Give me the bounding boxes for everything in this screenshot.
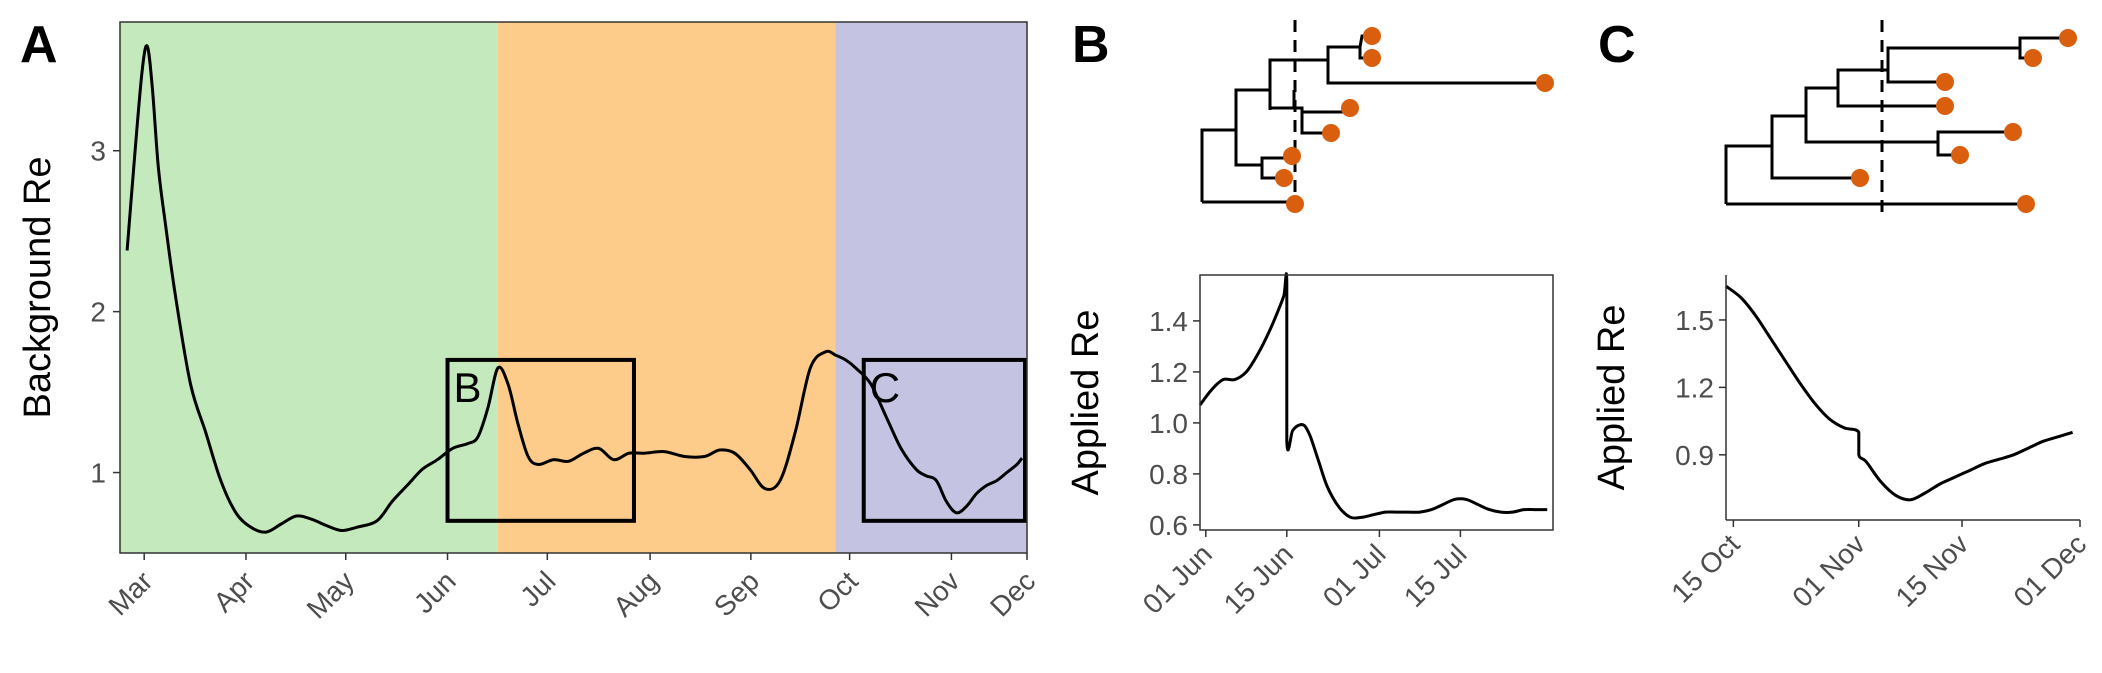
x-tick-label: 15 Nov xyxy=(1890,528,1975,613)
period-band-2 xyxy=(497,22,836,553)
panel-a-chart: B C 1 2 3 Mar Apr May Jun Jul Aug Sep Oct Nov Dec Ba… xyxy=(17,21,1041,625)
tree-branch xyxy=(1836,88,1945,108)
y-tick-label: 0.6 xyxy=(1149,510,1188,541)
panel-tag-a: A xyxy=(20,16,58,74)
x-tick-label: Apr xyxy=(207,565,260,618)
x-tick-label: Oct xyxy=(811,565,864,618)
x-tick-label: Jun xyxy=(408,565,462,619)
tree-tip xyxy=(1363,27,1381,45)
tree-tip xyxy=(2004,123,2022,141)
tree-tip xyxy=(2059,29,2077,47)
panel-a-frame xyxy=(119,21,1028,554)
applied-re-line-c xyxy=(1725,284,2074,502)
period-band-1 xyxy=(120,22,498,553)
y-tick-label: 1.4 xyxy=(1149,306,1188,337)
x-tick-label: 15 Jul xyxy=(1398,538,1473,613)
tree-tip xyxy=(1851,169,1869,187)
tree-tip xyxy=(1341,99,1359,117)
applied-re-line-b xyxy=(1198,272,1548,520)
y-tick-label: 0.8 xyxy=(1149,459,1188,490)
tree-tip xyxy=(1283,147,1301,165)
panel-a-y-axis-title: Background Re xyxy=(17,157,59,419)
tree-tip xyxy=(1286,195,1304,213)
panel-tag-b: B xyxy=(1072,16,1110,74)
x-tick-label: 01 Dec xyxy=(2008,528,2093,613)
x-tick-label: 01 Jul xyxy=(1317,538,1392,613)
tree-tip xyxy=(1936,73,1954,91)
x-tick-label: 01 Nov xyxy=(1786,528,1871,613)
panel-c-tree xyxy=(1724,20,2077,218)
tree-branch xyxy=(1300,112,1331,135)
panel-b-chart: 0.6 0.8 1.0 1.2 1.4 01 Jun 15 Jun 01 Jul 15 Jul… xyxy=(1065,272,1554,620)
tree-branch xyxy=(1770,146,1860,180)
tree-tip xyxy=(2017,195,2035,213)
y-tick-label: 1.0 xyxy=(1149,408,1188,439)
y-tick-label: 1 xyxy=(90,458,106,489)
x-tick-label: Aug xyxy=(607,565,664,622)
x-tick-label: Sep xyxy=(708,565,765,622)
x-tick-label: Nov xyxy=(909,565,966,622)
inset-box-label-b: B xyxy=(454,364,482,411)
tree-tip xyxy=(1536,74,1554,92)
y-tick-label: 1.2 xyxy=(1675,372,1714,403)
tree-tip xyxy=(1322,124,1340,142)
tree-tip xyxy=(1936,97,1954,115)
x-tick-label: Mar xyxy=(102,565,158,621)
panel-c-y-axis-title: Applied Re xyxy=(1591,305,1633,491)
tree-tip xyxy=(1363,49,1381,67)
inset-box-c xyxy=(861,357,1027,523)
tree-tip xyxy=(1275,169,1293,187)
tree-tip xyxy=(2024,49,2042,67)
panel-b-frame xyxy=(1199,274,1554,531)
panel-c-chart: 0.9 1.2 1.5 15 Oct 01 Nov 15 Nov 01 Dec Appli… xyxy=(1591,275,2092,613)
y-tick-label: 1.5 xyxy=(1675,305,1714,336)
y-tick-label: 0.9 xyxy=(1675,440,1714,471)
x-tick-label: May xyxy=(301,565,360,624)
tree-branch xyxy=(1804,116,2013,144)
x-tick-label: 01 Jun xyxy=(1137,538,1218,619)
y-tick-label: 1.2 xyxy=(1149,357,1188,388)
panel-tag-c: C xyxy=(1598,16,1636,74)
tree-branch xyxy=(1326,60,1545,85)
x-tick-label: 15 Jun xyxy=(1218,538,1299,619)
background-re-line xyxy=(125,44,1024,534)
tree-tip xyxy=(1951,146,1969,164)
tree-branch xyxy=(1886,70,1945,84)
y-tick-label: 3 xyxy=(90,136,106,167)
x-tick-label: Jul xyxy=(514,565,561,612)
x-tick-label: Dec xyxy=(984,565,1041,622)
panel-b-y-axis-title: Applied Re xyxy=(1065,310,1107,496)
inset-box-label-c: C xyxy=(870,364,900,411)
tree-branch xyxy=(1234,130,1292,167)
panel-b-tree xyxy=(1200,20,1554,218)
y-tick-label: 2 xyxy=(90,297,106,328)
period-band-3 xyxy=(835,22,1027,553)
x-tick-label: 15 Oct xyxy=(1665,528,1745,608)
inset-box-b xyxy=(445,357,636,523)
